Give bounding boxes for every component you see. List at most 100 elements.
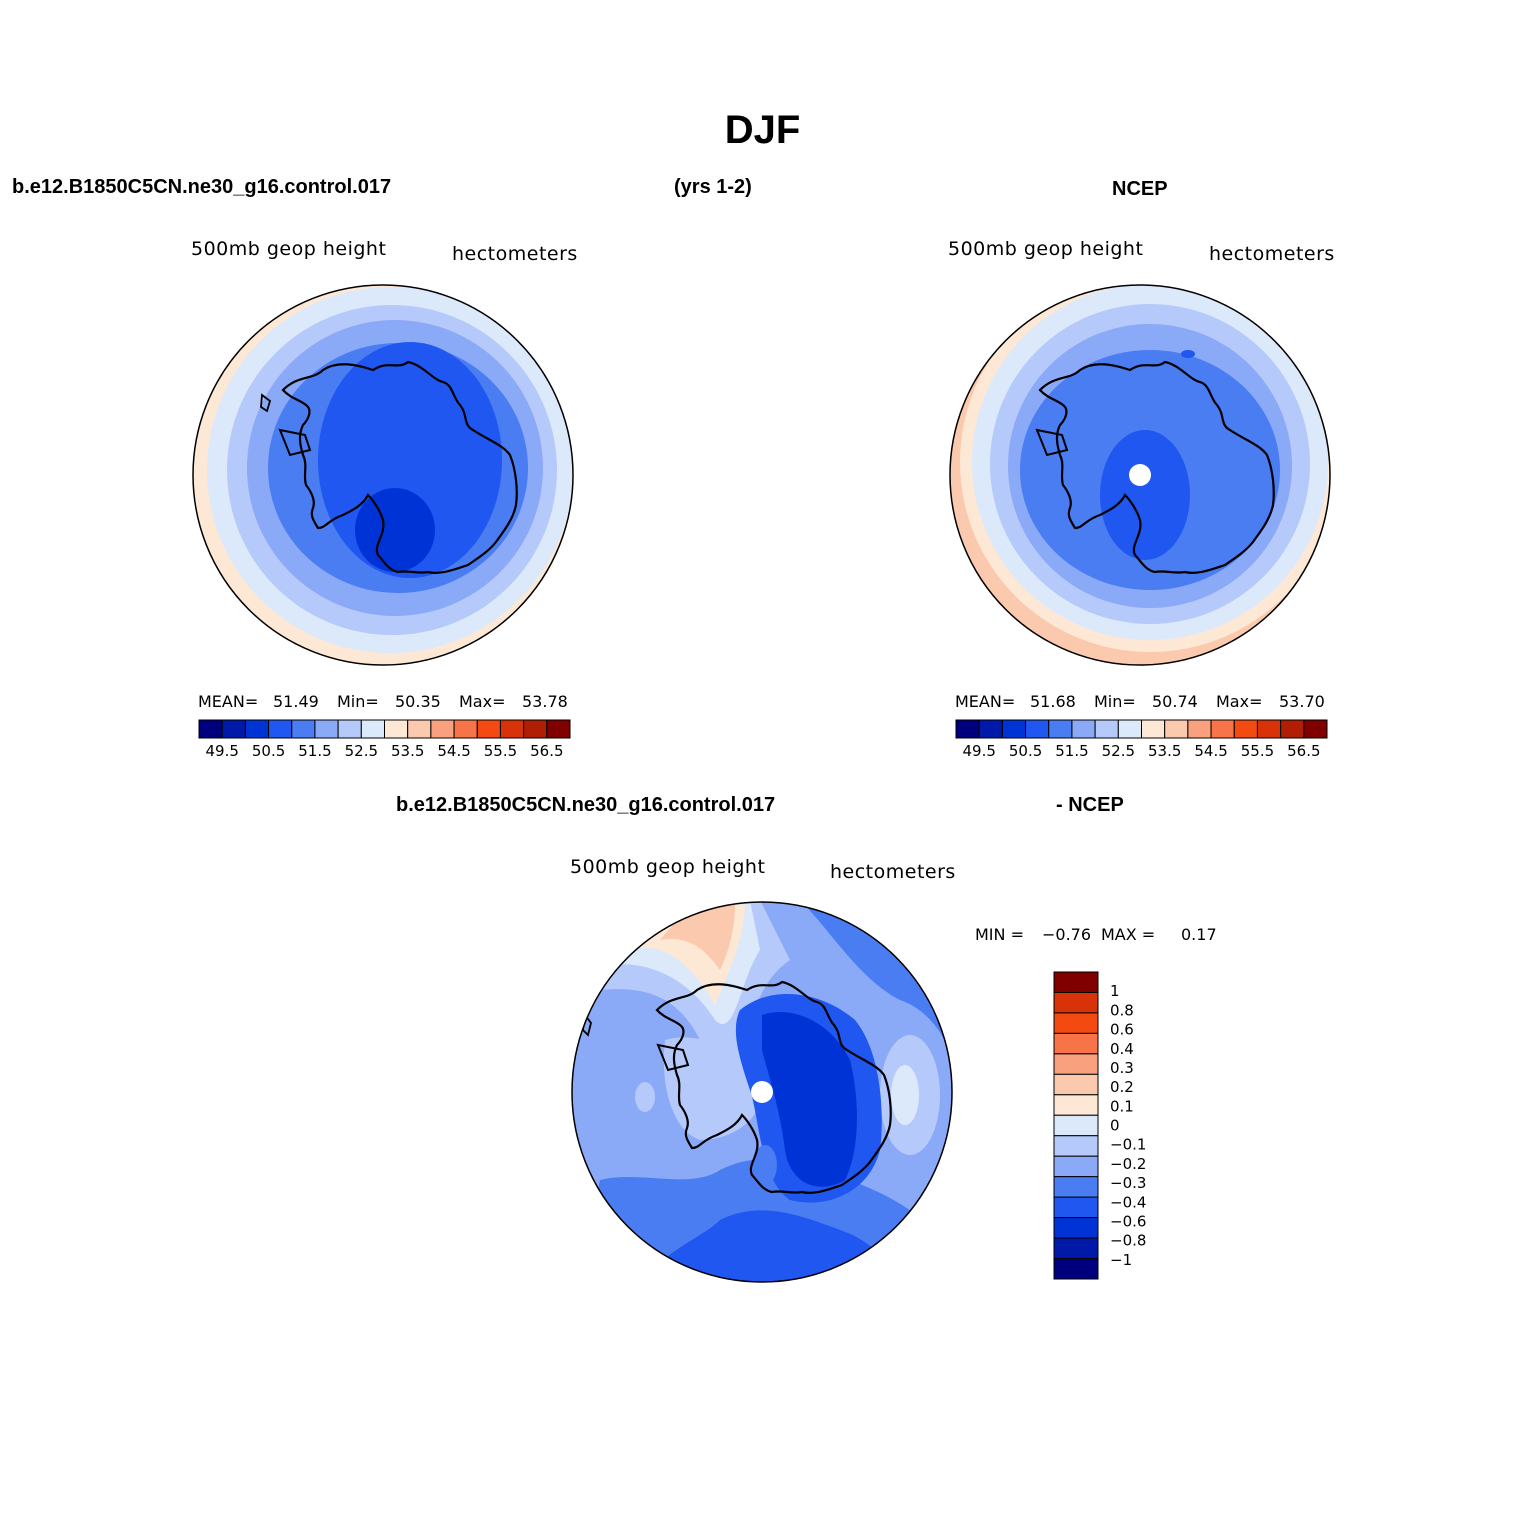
obs-units-label: hectometers — [1209, 243, 1335, 265]
model-case-title: b.e12.B1850C5CN.ne30_g16.control.017 — [12, 176, 392, 198]
model-mean-value: 51.49 — [273, 692, 319, 711]
diff-max-label: MAX = — [1101, 925, 1156, 944]
diff-colorbar-tick-label: −0.3 — [1110, 1174, 1146, 1192]
diff-colorbar: 10.8 0.60.40.30.20.1 0−0.1−0.2−0.3−0.4−0.6… — [1053, 971, 1146, 1280]
obs-colorbar-swatch — [1001, 719, 1027, 739]
diff-colorbar-tick-label: 0.8 — [1110, 1001, 1134, 1019]
obs-mean-value: 51.68 — [1030, 692, 1076, 711]
obs-colorbar-tick-label: 55.5 — [1241, 742, 1274, 760]
obs-colorbar-tick-label: 53.5 — [1148, 742, 1181, 760]
diff-colorbar-swatch — [1053, 1217, 1099, 1239]
obs-colorbar-tick-label: 54.5 — [1194, 742, 1227, 760]
obs-colorbar-swatch — [1071, 719, 1096, 739]
diff-case-title: b.e12.B1850C5CN.ne30_g16.control.017 — [396, 794, 776, 816]
diff-colorbar-swatch — [1053, 1258, 1099, 1280]
obs-colorbar-tick-label: 50.5 — [1009, 742, 1042, 760]
model-units-label: hectometers — [452, 243, 578, 265]
model-colorbar-tick-label: 50.5 — [252, 742, 285, 760]
diff-colorbar-tick-label: −1 — [1110, 1251, 1132, 1269]
diff-colorbar-swatch — [1053, 1032, 1099, 1055]
obs-colorbar-swatch — [1048, 719, 1073, 739]
diff-max-value: 0.17 — [1181, 925, 1217, 944]
diff-colorbar-tick-label: 1 — [1110, 982, 1120, 1000]
diff-colorbar-tick-label: 0.6 — [1110, 1021, 1134, 1039]
model-colorbar-swatch — [268, 719, 293, 739]
obs-map — [950, 285, 1330, 665]
model-colorbar: 49.5 50.5 51.5 52.5 53.5 54.5 55.5 56.5 — [198, 719, 571, 760]
obs-colorbar-swatch — [1233, 719, 1258, 739]
diff-map — [572, 902, 952, 1282]
model-min-value: 50.35 — [395, 692, 441, 711]
model-colorbar-swatch — [476, 719, 501, 739]
obs-colorbar-swatch — [1094, 719, 1119, 739]
diff-colorbar-swatch — [1053, 1155, 1099, 1178]
diff-colorbar-tick-label: −0.1 — [1110, 1136, 1146, 1154]
model-colorbar-tick-label: 51.5 — [298, 742, 331, 760]
diff-colorbar-tick-label: 0.4 — [1110, 1040, 1134, 1058]
diff-colorbar-swatch — [1053, 971, 1099, 993]
model-colorbar-swatch — [407, 719, 432, 739]
obs-colorbar-tick-label: 51.5 — [1055, 742, 1088, 760]
model-variable-label: 500mb geop height — [191, 238, 387, 260]
obs-map-outline — [949, 284, 1331, 666]
obs-colorbar-swatch — [1303, 719, 1328, 739]
obs-colorbar-tick-label: 56.5 — [1287, 742, 1320, 760]
obs-mean-label: MEAN= — [955, 692, 1016, 711]
obs-colorbar-swatch — [1256, 719, 1282, 739]
obs-colorbar-tick-label: 49.5 — [962, 742, 995, 760]
diff-colorbar-swatch — [1053, 1073, 1099, 1096]
diff-colorbar-swatch — [1053, 1237, 1099, 1260]
model-colorbar-swatch — [221, 719, 246, 739]
diff-min-label: MIN = — [975, 925, 1024, 944]
model-colorbar-swatch — [546, 719, 571, 739]
diff-colorbar-swatch — [1053, 1094, 1099, 1116]
obs-colorbar-swatch — [1164, 719, 1189, 739]
diff-map-outline — [571, 901, 953, 1283]
obs-min-label: Min= — [1094, 692, 1136, 711]
diff-colorbar-swatch — [1053, 1176, 1099, 1198]
diff-colorbar-swatch — [1053, 1114, 1099, 1137]
obs-colorbar-tick-label: 52.5 — [1102, 742, 1135, 760]
diff-min-value: −0.76 — [1042, 925, 1092, 944]
model-colorbar-swatch — [430, 719, 455, 739]
diff-colorbar-tick-label: −0.6 — [1110, 1212, 1146, 1230]
obs-colorbar-swatch — [1280, 719, 1305, 739]
obs-max-value: 53.70 — [1279, 692, 1325, 711]
model-colorbar-swatch — [244, 719, 270, 739]
years-label: (yrs 1-2) — [674, 176, 752, 198]
diff-obs-title: - NCEP — [1056, 794, 1124, 816]
diff-colorbar-swatch — [1053, 991, 1099, 1014]
obs-colorbar-swatch — [1187, 719, 1212, 739]
model-max-label: Max= — [459, 692, 506, 711]
model-map-outline — [192, 284, 574, 666]
model-colorbar-tick-label: 53.5 — [391, 742, 424, 760]
model-colorbar-swatch — [523, 719, 548, 739]
diff-colorbar-tick-label: 0.3 — [1110, 1059, 1134, 1077]
model-colorbar-swatch — [337, 719, 362, 739]
diff-colorbar-tick-label: −0.8 — [1110, 1232, 1146, 1250]
model-colorbar-tick-label: 55.5 — [484, 742, 517, 760]
obs-colorbar-swatch — [1210, 719, 1235, 739]
model-min-label: Min= — [337, 692, 379, 711]
figure-title: DJF — [724, 108, 801, 152]
model-colorbar-swatch — [384, 719, 409, 739]
obs-colorbar-swatch — [1025, 719, 1050, 739]
model-colorbar-tick-label: 54.5 — [437, 742, 470, 760]
diff-colorbar-tick-label: 0.1 — [1110, 1097, 1134, 1115]
model-colorbar-swatch — [499, 719, 525, 739]
model-max-value: 53.78 — [522, 692, 568, 711]
model-colorbar-tick-label: 56.5 — [530, 742, 563, 760]
obs-colorbar-swatch — [978, 719, 1003, 739]
model-colorbar-swatch — [453, 719, 478, 739]
diff-colorbar-tick-label: 0 — [1110, 1117, 1120, 1135]
diff-colorbar-swatch — [1053, 1135, 1099, 1157]
model-colorbar-swatch — [314, 719, 339, 739]
model-colorbar-tick-label: 52.5 — [345, 742, 378, 760]
diff-colorbar-swatch — [1053, 1053, 1099, 1075]
obs-colorbar-swatch — [1141, 719, 1166, 739]
model-mean-label: MEAN= — [198, 692, 259, 711]
diff-colorbar-swatch — [1053, 1012, 1099, 1034]
diff-variable-label: 500mb geop height — [570, 856, 766, 878]
diff-units-label: hectometers — [830, 861, 956, 883]
model-colorbar-swatch — [291, 719, 316, 739]
